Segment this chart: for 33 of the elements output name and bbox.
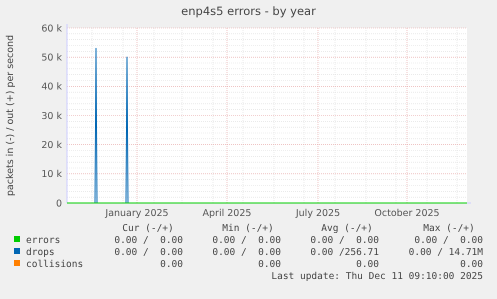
text: 0.00 (356, 259, 380, 270)
y-tick-label: 20 k (41, 140, 62, 151)
text: Min (-/+) (222, 223, 274, 234)
x-tick-label: October 2025 (374, 208, 440, 219)
y-axis-title: packets in (-) / out (+) per second (5, 34, 16, 196)
y-tick-label: 40 k (41, 82, 62, 93)
text: 0.00 (460, 259, 484, 270)
text: Avg (-/+) (321, 223, 373, 234)
x-tick-label: July 2025 (294, 208, 340, 219)
text: Cur (-/+) (122, 223, 174, 234)
y-tick-label: 60 k (41, 23, 62, 34)
y-tick-label: 50 k (41, 52, 62, 64)
text: 0.00 (258, 259, 282, 270)
text: 0.00 / 14.71M (408, 247, 484, 258)
chart-title: enp4s5 errors - by year (181, 4, 316, 18)
x-tick-label: January 2025 (104, 208, 169, 219)
text: 0.00 /256.71 (310, 247, 380, 258)
text: 0.00 / 0.00 (414, 235, 484, 246)
text: 0.00 / 0.00 (212, 235, 282, 246)
text: Last update: Thu Dec 11 09:10:00 2025 (271, 271, 483, 282)
text: 0.00 / 0.00 (114, 247, 184, 258)
text: 0.00 / 0.00 (114, 235, 184, 246)
y-tick-label: 30 k (41, 110, 62, 122)
x-tick-label: April 2025 (202, 208, 252, 219)
legend-label: collisions (26, 259, 84, 270)
legend-label: errors (26, 235, 60, 246)
text: 0.00 / 0.00 (310, 235, 380, 246)
text: 0.00 / 0.00 (212, 247, 282, 258)
legend-label: drops (26, 247, 55, 258)
text: Max (-/+) (423, 223, 475, 234)
text: 0.00 (160, 259, 184, 270)
y-tick-label: 10 k (41, 169, 62, 180)
y-tick-label: 0 (56, 198, 62, 210)
